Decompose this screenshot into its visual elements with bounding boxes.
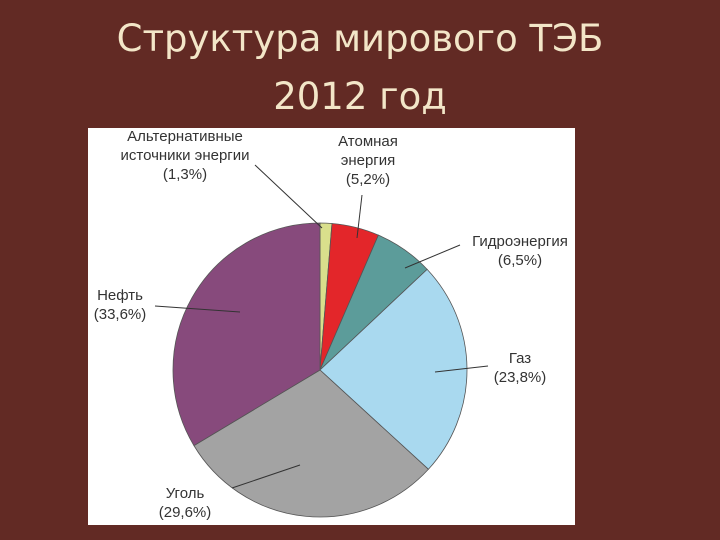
pie	[172, 222, 468, 518]
leader-line	[254, 164, 323, 229]
slice-label: Уголь (29,6%)	[95, 484, 275, 522]
slice-label: Гидроэнергия (6,5%)	[430, 232, 610, 270]
slice-category: Нефть	[97, 287, 143, 304]
slice-label: Нефть (33,6%)	[30, 286, 210, 324]
leader-line	[434, 365, 489, 373]
slice-label: Альтернативные источники энергии (1,3%)	[95, 127, 275, 184]
pie-slice	[172, 222, 321, 447]
slice-value-label: (23,8%)	[493, 369, 547, 386]
slice-label: Атомная энергия (5,2%)	[278, 132, 458, 189]
pie-slice	[319, 268, 468, 470]
leader-line	[356, 194, 363, 239]
leader-line	[404, 244, 461, 269]
leader-line	[154, 305, 241, 313]
slice-category: Альтернативные источники энергии	[120, 128, 250, 164]
slice-value-label: (5,2%)	[345, 171, 391, 188]
slice-value-label: (1,3%)	[162, 166, 208, 183]
slice-category: Гидроэнергия	[472, 233, 568, 250]
leader-line	[231, 464, 301, 489]
slice-label: Газ (23,8%)	[430, 349, 610, 387]
slice-category: Атомная энергия	[338, 133, 398, 169]
pie-slice	[193, 369, 429, 518]
slice-value-label: (6,5%)	[497, 252, 543, 269]
slice-category: Уголь	[165, 485, 205, 502]
chart-title: Структура мирового ТЭБ 2012 год	[116, 17, 604, 118]
slice-category: Газ	[508, 350, 532, 367]
slice-value-label: (29,6%)	[158, 504, 212, 521]
slice-value-label: (33,6%)	[93, 306, 147, 323]
